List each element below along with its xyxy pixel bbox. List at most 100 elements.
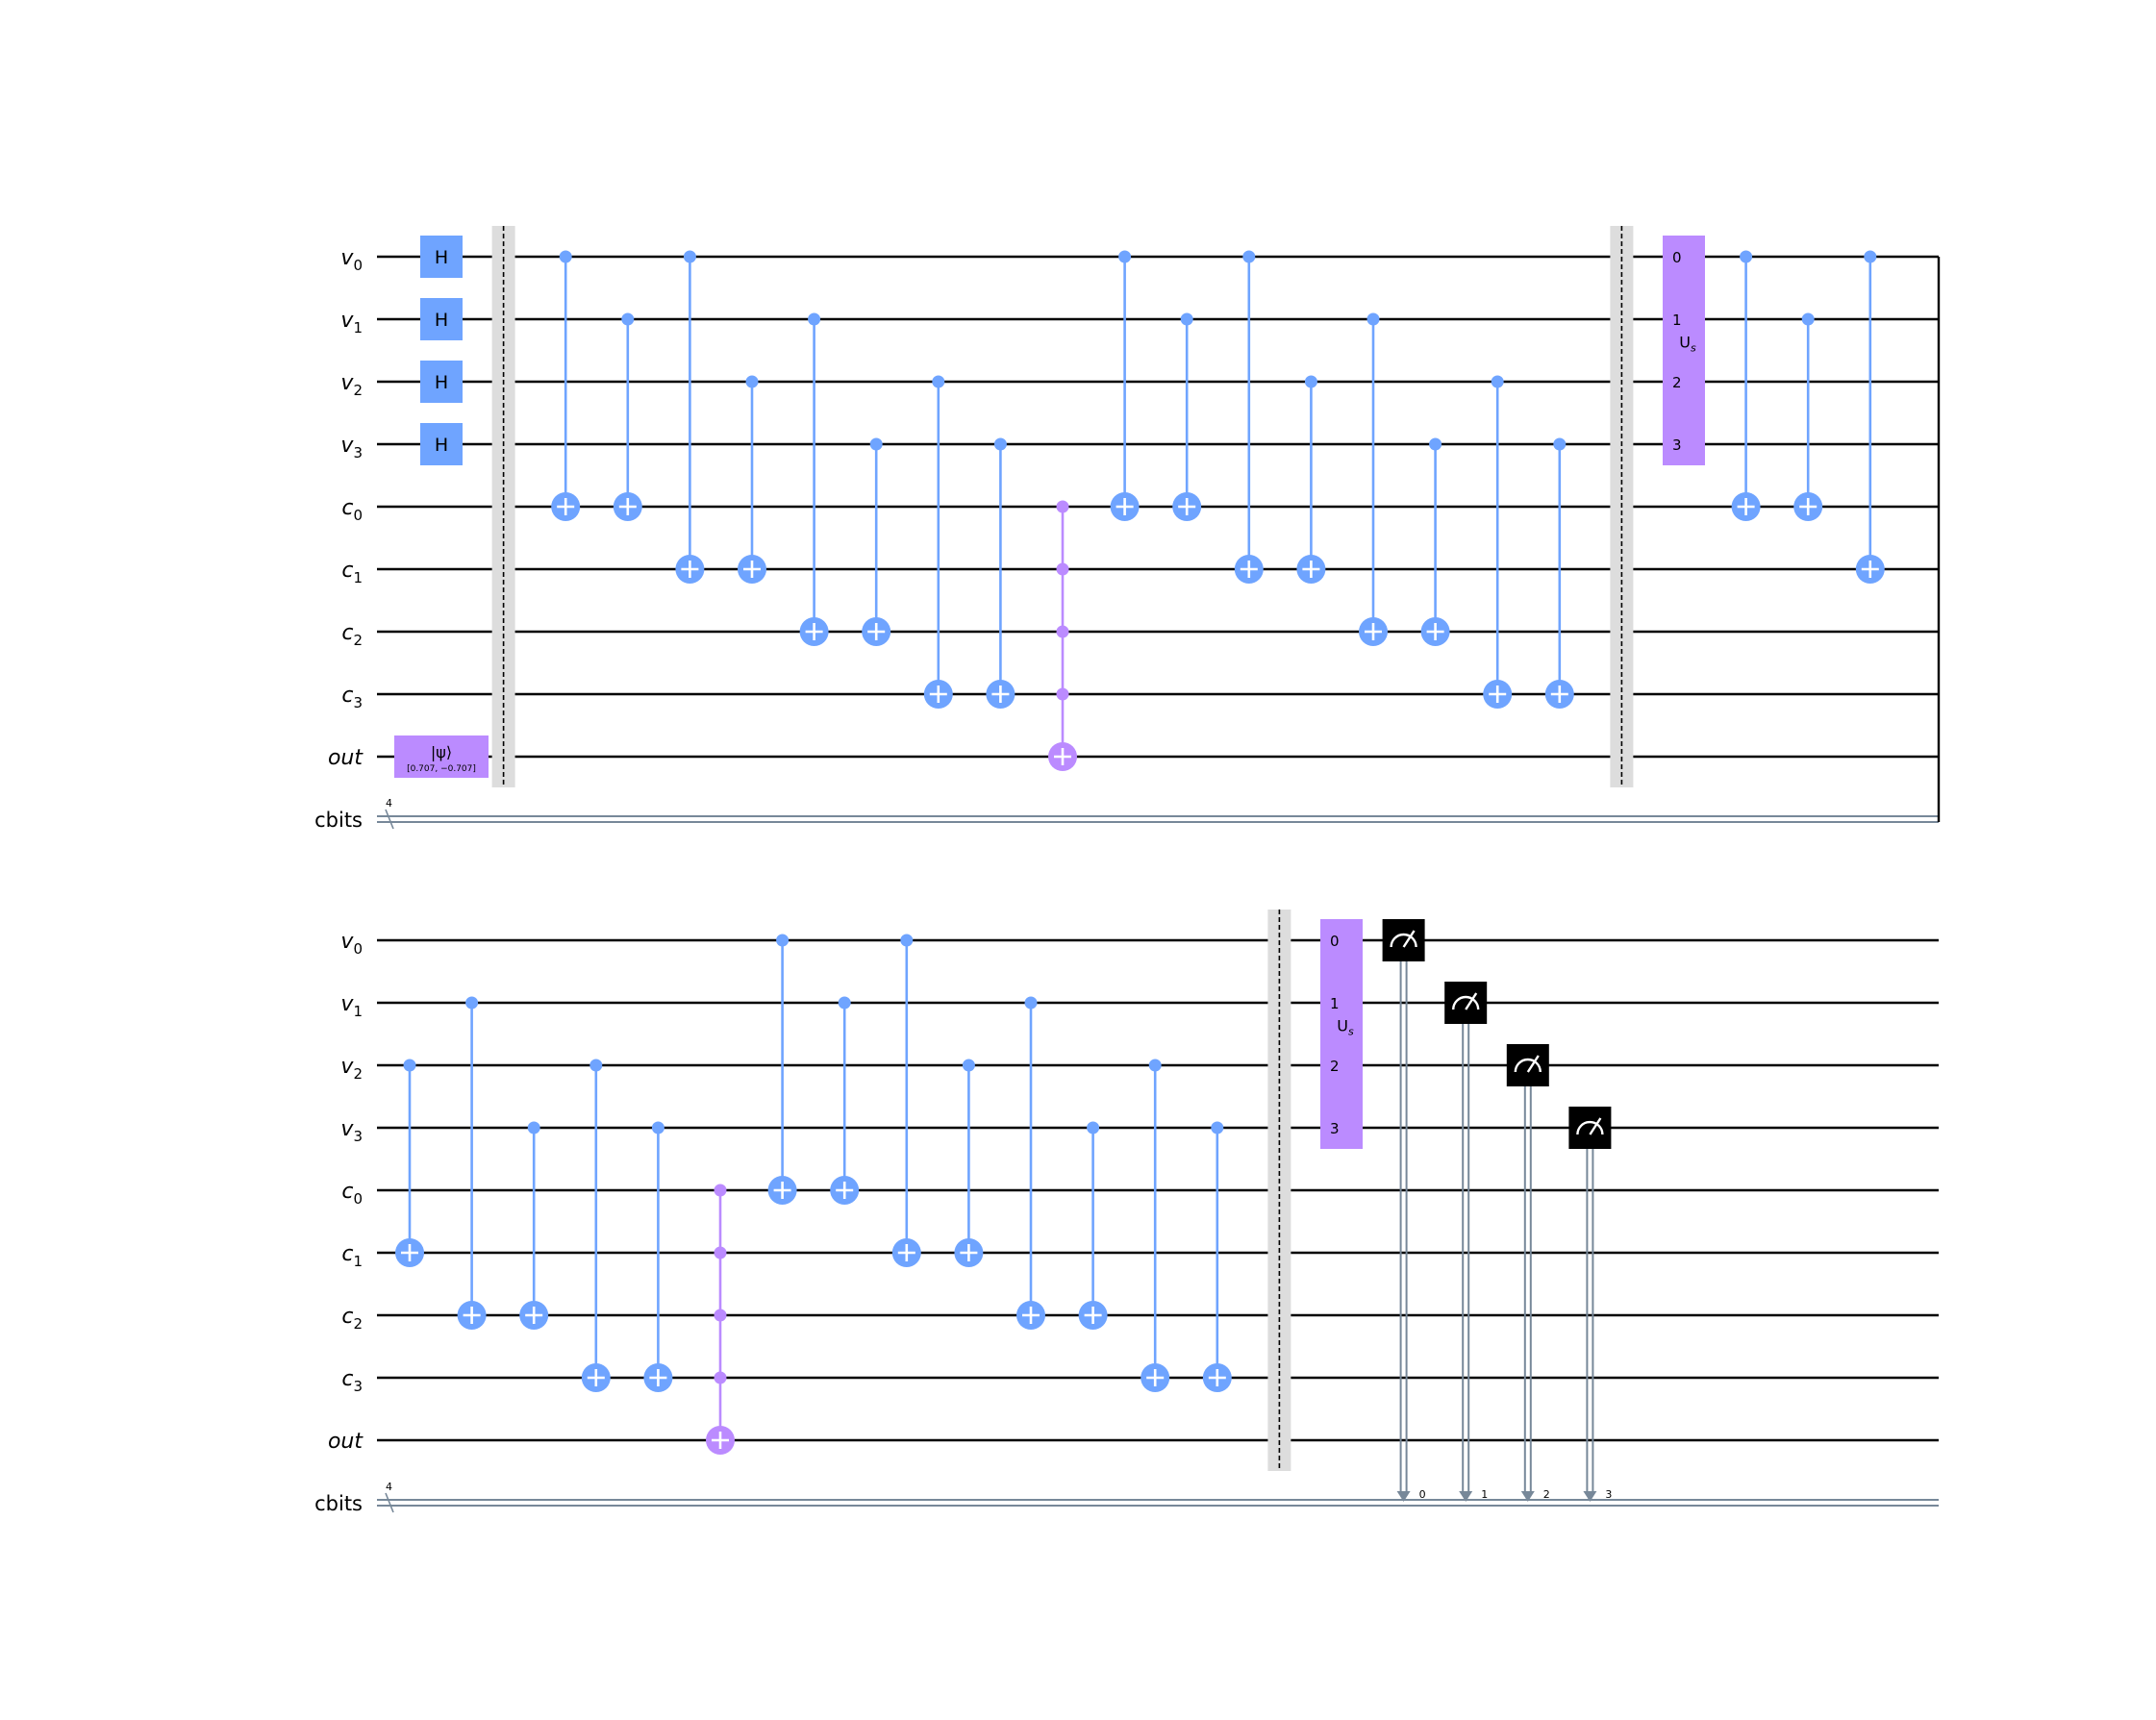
- qubit-label: v0: [340, 930, 363, 958]
- qubit-label-name: v: [340, 992, 354, 1016]
- mcx-control-dot: [714, 1371, 727, 1384]
- measure-arrow: [1520, 1491, 1535, 1502]
- qubit-label: c2: [341, 1305, 363, 1333]
- qubit-label: v3: [340, 1117, 363, 1145]
- measure-arrow: [1459, 1491, 1473, 1502]
- qubit-label-subscript: 3: [353, 444, 363, 461]
- initialize-gate-params: [0.707, −0.707]: [407, 764, 476, 774]
- qubit-label: v2: [340, 1055, 363, 1083]
- cx-control-dot: [869, 437, 883, 451]
- cx-control-dot: [900, 934, 914, 947]
- mcx-control-dot: [1056, 687, 1069, 701]
- qubit-label-name: c: [341, 1242, 353, 1266]
- cx-control-dot: [1553, 437, 1567, 451]
- mcx-control-dot: [714, 1246, 727, 1259]
- mcx-control-dot: [714, 1309, 727, 1322]
- register-size-label: 4: [386, 1481, 392, 1493]
- meter-needle-icon: [1589, 1117, 1602, 1135]
- register-slash: [385, 809, 394, 830]
- qubit-label: v0: [340, 246, 363, 274]
- qubit-label-name: c: [341, 1367, 353, 1391]
- qubit-label: c0: [341, 496, 363, 524]
- qubit-label: v1: [340, 992, 363, 1020]
- diffuser-label-base: U: [1337, 1017, 1348, 1035]
- qubit-label-name: c: [341, 1305, 353, 1329]
- cx-control-dot: [1148, 1059, 1162, 1072]
- h-gate-label: H: [435, 372, 448, 393]
- cx-control-dot: [1087, 1121, 1100, 1134]
- diffuser-port-label: 1: [1330, 995, 1340, 1012]
- qubit-label-subscript: 2: [353, 1315, 363, 1333]
- qubit-label-name: v: [340, 309, 354, 333]
- mcx-control-dot: [1056, 562, 1069, 576]
- qubit-label-subscript: 1: [353, 319, 363, 337]
- diffuser-label-subscript: s: [1691, 342, 1696, 355]
- qubit-label-subscript: 2: [353, 632, 363, 649]
- diffuser-port-label: 3: [1330, 1120, 1340, 1137]
- h-gate-label: H: [435, 435, 448, 456]
- measure-gate: [1382, 919, 1425, 961]
- qubit-label-subscript: 0: [353, 257, 363, 274]
- cx-control-dot: [932, 375, 945, 388]
- qubit-label-name: out: [328, 1430, 364, 1454]
- diffuser-gate-label: Us: [1679, 334, 1696, 355]
- initialize-gate: [394, 735, 489, 778]
- meter-arc-icon: [1576, 1120, 1604, 1135]
- h-gate: [420, 236, 463, 278]
- qubit-label-subscript: 1: [353, 1003, 363, 1020]
- cx-control-dot: [745, 375, 759, 388]
- qubit-label-name: c: [341, 684, 353, 708]
- measure-arrow: [1583, 1491, 1597, 1502]
- qubit-label: c2: [341, 621, 363, 649]
- cx-control-dot: [1211, 1121, 1224, 1134]
- diffuser-gate: [1663, 236, 1705, 465]
- h-gate: [420, 298, 463, 340]
- qubit-label-subscript: 2: [353, 382, 363, 399]
- qubit-label-name: v: [340, 1117, 354, 1141]
- circuit-panel-top: v0v1v2v3c0c1c2c3outcbits4HHHH|ψ⟩[0.707, …: [314, 226, 1941, 832]
- cx-control-dot: [1429, 437, 1442, 451]
- qubit-label-name: v: [340, 930, 354, 954]
- qubit-label-name: v: [340, 1055, 354, 1079]
- cx-control-dot: [1801, 312, 1815, 326]
- diffuser-gate-label: Us: [1337, 1017, 1354, 1038]
- diffuser-port-label: 1: [1672, 312, 1682, 329]
- mcx-control-dot: [1056, 500, 1069, 513]
- qubit-label-subscript: 0: [353, 1190, 363, 1208]
- cx-control-dot: [589, 1059, 603, 1072]
- diffuser-port-label: 0: [1672, 249, 1682, 266]
- classical-register-label: cbits: [314, 1492, 363, 1515]
- register-slash: [385, 1492, 394, 1513]
- diffuser-port-label: 0: [1330, 933, 1340, 950]
- meter-needle-icon: [1465, 992, 1478, 1010]
- qubit-label-subscript: 2: [353, 1065, 363, 1083]
- qubit-label-name: c: [341, 496, 353, 520]
- qubit-label-subscript: 0: [353, 507, 363, 524]
- cx-control-dot: [1491, 375, 1504, 388]
- qubit-label: c3: [341, 684, 363, 711]
- diffuser-label-subscript: s: [1348, 1026, 1354, 1038]
- cx-control-dot: [993, 437, 1007, 451]
- cx-control-dot: [1864, 250, 1877, 263]
- cx-control-dot: [776, 934, 790, 947]
- diffuser-label-base: U: [1679, 334, 1691, 352]
- cx-control-dot: [465, 996, 479, 1010]
- qubit-label: out: [328, 1430, 364, 1454]
- cx-control-dot: [1118, 250, 1132, 263]
- meter-arc-icon: [1390, 933, 1417, 948]
- cx-control-dot: [808, 312, 821, 326]
- qubit-label-name: out: [328, 746, 364, 770]
- cx-control-dot: [838, 996, 851, 1010]
- qubit-label-subscript: 1: [353, 569, 363, 586]
- initialize-gate-label: |ψ⟩: [431, 743, 452, 761]
- qubit-label: c3: [341, 1367, 363, 1395]
- measure-arrow: [1396, 1491, 1411, 1502]
- qubit-label: c0: [341, 1180, 363, 1208]
- qubit-label-name: v: [340, 434, 354, 458]
- cx-control-dot: [527, 1121, 540, 1134]
- measure-gate: [1568, 1107, 1612, 1149]
- qubit-label: v2: [340, 371, 363, 399]
- qubit-label-subscript: 3: [353, 694, 363, 711]
